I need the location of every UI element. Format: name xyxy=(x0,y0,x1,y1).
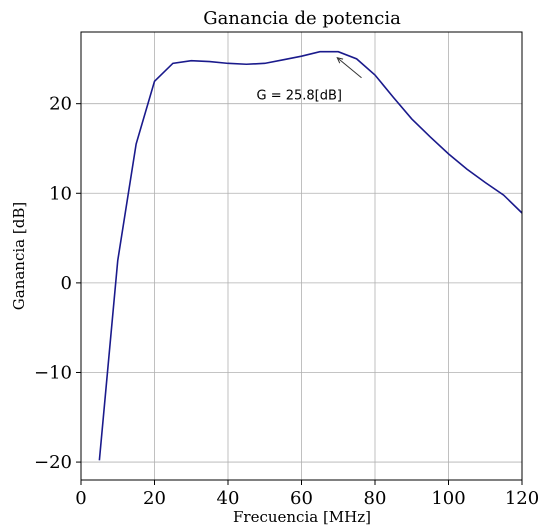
chart-title: Ganancia de potencia xyxy=(203,8,401,29)
x-tick-label: 20 xyxy=(143,488,166,509)
x-tick-label: 120 xyxy=(505,488,539,509)
x-tick-label: 100 xyxy=(431,488,465,509)
y-tick-label: 20 xyxy=(49,94,72,115)
y-axis-label: Ganancia [dB] xyxy=(10,202,28,310)
plot-frame xyxy=(80,31,523,481)
x-tick-label: 80 xyxy=(364,488,387,509)
y-tick-label: −20 xyxy=(34,452,72,473)
x-axis-label: Frecuencia [MHz] xyxy=(233,508,371,526)
annotation-layer: G = 25.8[dB] xyxy=(257,56,362,104)
ticks-layer: 0 20 40 60 80 100 120 −20 −10 0 10 20 xyxy=(34,94,539,509)
x-tick-label: 40 xyxy=(217,488,240,509)
y-tick-label: 10 xyxy=(49,183,72,204)
y-tick-label: −10 xyxy=(34,362,72,383)
annotation-label: G = 25.8[dB] xyxy=(257,89,343,104)
gain-series-line xyxy=(98,50,523,461)
x-tick-label: 60 xyxy=(290,488,313,509)
grid xyxy=(80,32,523,480)
x-tick-label: 0 xyxy=(75,488,86,509)
series-layer xyxy=(98,50,523,461)
annotation-arrow xyxy=(336,57,362,79)
y-tick-label: 0 xyxy=(61,273,72,294)
annotation-arrowhead xyxy=(336,56,344,64)
